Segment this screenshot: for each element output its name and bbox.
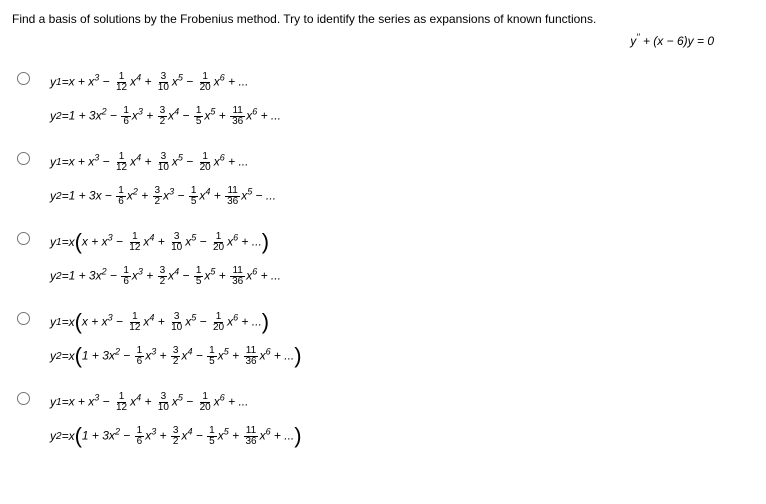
question-text: Find a basis of solutions by the Frobeni…: [12, 12, 754, 26]
option-1-y2: y2 = 1 + 3x2 − 16x3 + 32x4 − 15x5 + 1136…: [50, 102, 281, 130]
radio-option-4[interactable]: [17, 312, 30, 325]
option-1: y1 = x + x3 − 112x4 + 310x5 − 120x6 + ..…: [12, 68, 754, 130]
option-2: y1 = x + x3 − 112x4 + 310x5 − 120x6 + ..…: [12, 148, 754, 210]
radio-option-2[interactable]: [17, 152, 30, 165]
option-4-y2: y2 = x(1 + 3x2 − 16x3 + 32x4 − 15x5 + 11…: [50, 342, 302, 370]
option-5: y1 = x + x3 − 112x4 + 310x5 − 120x6 + ..…: [12, 388, 754, 450]
option-4-y1: y1 = x(x + x3 − 112x4 + 310x5 − 120x6 + …: [50, 308, 302, 336]
option-1-y1: y1 = x + x3 − 112x4 + 310x5 − 120x6 + ..…: [50, 68, 281, 96]
option-2-y1: y1 = x + x3 − 112x4 + 310x5 − 120x6 + ..…: [50, 148, 276, 176]
option-3-y1: y1 = x(x + x3 − 112x4 + 310x5 − 120x6 + …: [50, 228, 281, 256]
radio-option-1[interactable]: [17, 72, 30, 85]
main-equation: y′′ + (x − 6)y = 0: [12, 34, 754, 48]
radio-option-5[interactable]: [17, 392, 30, 405]
option-5-y1: y1 = x + x3 − 112x4 + 310x5 − 120x6 + ..…: [50, 388, 302, 416]
radio-option-3[interactable]: [17, 232, 30, 245]
option-5-y2: y2 = x(1 + 3x2 − 16x3 + 32x4 − 15x5 + 11…: [50, 422, 302, 450]
option-3: y1 = x(x + x3 − 112x4 + 310x5 − 120x6 + …: [12, 228, 754, 290]
option-4: y1 = x(x + x3 − 112x4 + 310x5 − 120x6 + …: [12, 308, 754, 370]
option-3-y2: y2 = 1 + 3x2 − 16x3 + 32x4 − 15x5 + 1136…: [50, 262, 281, 290]
option-2-y2: y2 = 1 + 3x − 16x2 + 32x3 − 15x4 + 1136x…: [50, 182, 276, 210]
